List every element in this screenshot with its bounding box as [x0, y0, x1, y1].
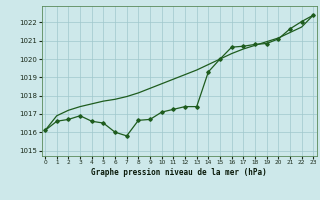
X-axis label: Graphe pression niveau de la mer (hPa): Graphe pression niveau de la mer (hPa) [91, 168, 267, 177]
